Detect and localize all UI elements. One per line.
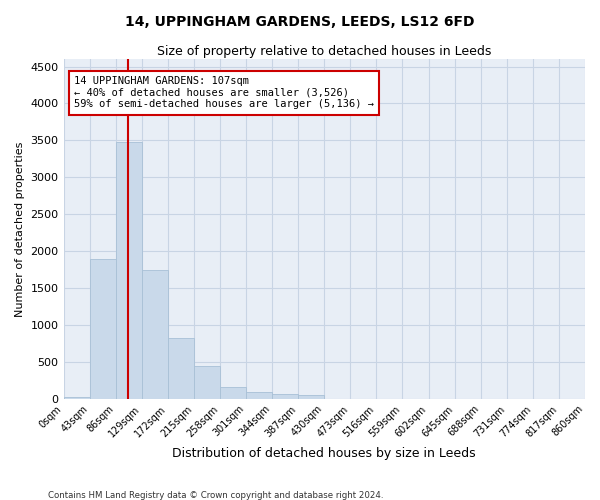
Bar bbox=[194, 366, 220, 399]
Bar bbox=[142, 270, 168, 399]
Bar bbox=[64, 397, 89, 399]
X-axis label: Distribution of detached houses by size in Leeds: Distribution of detached houses by size … bbox=[172, 447, 476, 460]
Text: 14 UPPINGHAM GARDENS: 107sqm
← 40% of detached houses are smaller (3,526)
59% of: 14 UPPINGHAM GARDENS: 107sqm ← 40% of de… bbox=[74, 76, 374, 110]
Bar bbox=[220, 388, 246, 399]
Bar bbox=[116, 142, 142, 399]
Bar bbox=[89, 258, 116, 399]
Bar bbox=[298, 395, 324, 399]
Bar bbox=[272, 394, 298, 399]
Bar bbox=[246, 392, 272, 399]
Text: 14, UPPINGHAM GARDENS, LEEDS, LS12 6FD: 14, UPPINGHAM GARDENS, LEEDS, LS12 6FD bbox=[125, 15, 475, 29]
Text: Contains HM Land Registry data © Crown copyright and database right 2024.: Contains HM Land Registry data © Crown c… bbox=[48, 490, 383, 500]
Bar bbox=[168, 338, 194, 399]
Title: Size of property relative to detached houses in Leeds: Size of property relative to detached ho… bbox=[157, 45, 491, 58]
Y-axis label: Number of detached properties: Number of detached properties bbox=[15, 142, 25, 316]
